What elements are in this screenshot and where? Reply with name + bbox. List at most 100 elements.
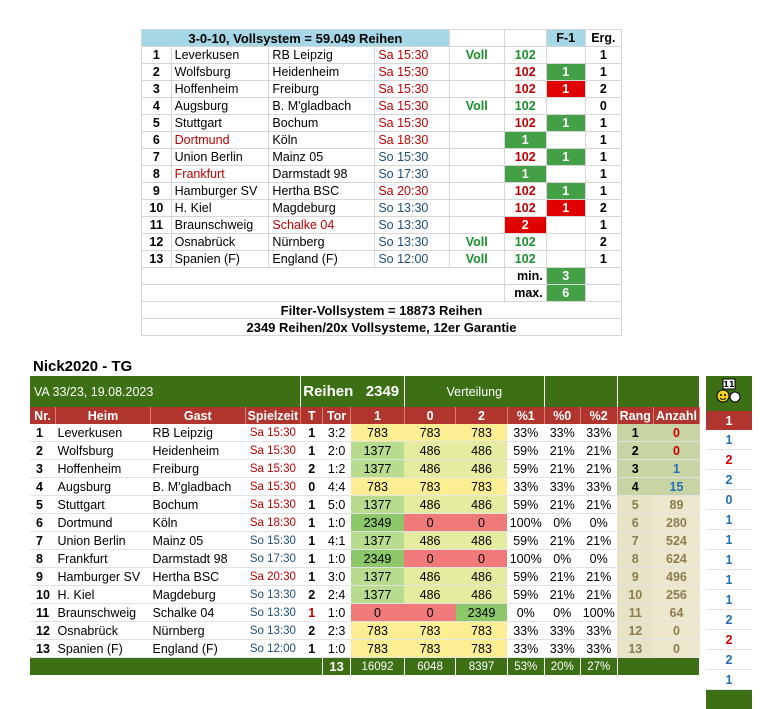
voll-marker (449, 166, 504, 183)
tip-value: 102 (504, 234, 546, 251)
row-number: 7 (30, 532, 56, 550)
rank: 1 (617, 424, 653, 442)
rank: 8 (617, 550, 653, 568)
min-row: min.3 (142, 268, 622, 285)
kickoff-time: Sa 15:30 (375, 115, 449, 132)
tip-value: 2 (504, 217, 546, 234)
header-pct-2: %2 (580, 407, 617, 424)
tip-value: 1 (504, 132, 546, 149)
header-tor: Tor (323, 407, 351, 424)
kickoff-time: So 13:30 (375, 217, 449, 234)
kickoff-time: Sa 15:30 (375, 81, 449, 98)
home-team: Osnabrück (171, 234, 269, 251)
rank: 12 (617, 622, 653, 640)
row-number: 11 (30, 604, 56, 622)
home-team: Frankfurt (171, 166, 269, 183)
voll-marker (449, 81, 504, 98)
distribution-v0: 486 (404, 532, 455, 550)
away-team: Magdeburg (269, 200, 375, 217)
kickoff-time: So 17:30 (245, 550, 301, 568)
voll-marker: Voll (449, 98, 504, 115)
side-tip: 2 (706, 610, 752, 630)
row-number: 4 (30, 478, 56, 496)
distribution-v1: 783 (351, 424, 405, 442)
distribution-v1: 783 (351, 478, 405, 496)
row-number: 13 (30, 640, 56, 658)
side-tip: 2 (706, 470, 752, 490)
kickoff-time: Sa 15:30 (245, 442, 301, 460)
rank: 2 (617, 442, 653, 460)
result-value: 1 (585, 64, 621, 81)
count: 89 (653, 496, 699, 514)
percent-p0: 0% (544, 550, 580, 568)
filter-system-text: Filter-Vollsystem = 18873 Reihen (142, 302, 622, 319)
tip-result: 2 (301, 586, 323, 604)
tip-value: 102 (504, 98, 546, 115)
row-number: 10 (142, 200, 172, 217)
row-number: 6 (142, 132, 172, 149)
row-number: 5 (30, 496, 56, 514)
rank: 13 (617, 640, 653, 658)
score: 1:0 (323, 514, 351, 532)
row-number: 11 (142, 217, 172, 234)
percent-p1: 59% (507, 586, 544, 604)
away-team: England (F) (269, 251, 375, 268)
away-team: Darmstadt 98 (269, 166, 375, 183)
header-gast: Gast (150, 407, 245, 424)
score: 1:0 (323, 640, 351, 658)
percent-p0: 21% (544, 442, 580, 460)
kickoff-time: So 12:00 (375, 251, 449, 268)
row-number: 6 (30, 514, 56, 532)
percent-p0: 33% (544, 478, 580, 496)
header-nr: Nr. (30, 407, 56, 424)
row-number: 12 (142, 234, 172, 251)
distribution-v2: 486 (456, 442, 508, 460)
tip-result: 1 (301, 496, 323, 514)
kickoff-time: Sa 20:30 (375, 183, 449, 200)
home-team: Frankfurt (56, 550, 151, 568)
header-pct-1: %1 (507, 407, 544, 424)
distribution-v2: 2349 (456, 604, 508, 622)
away-team: Köln (269, 132, 375, 149)
side-row: 1 (706, 510, 752, 530)
away-team: RB Leipzig (150, 424, 245, 442)
rank: 11 (617, 604, 653, 622)
away-team: Schalke 04 (150, 604, 245, 622)
percent-p1: 59% (507, 496, 544, 514)
side-row: 2 (706, 470, 752, 490)
distribution-v1: 0 (351, 604, 405, 622)
min-label: min. (504, 268, 546, 285)
away-team: England (F) (150, 640, 245, 658)
score: 1:0 (323, 604, 351, 622)
distribution-v1: 1377 (351, 586, 405, 604)
home-team: Hoffenheim (171, 81, 269, 98)
away-team: Heidenheim (150, 442, 245, 460)
rank: 9 (617, 568, 653, 586)
header-tipp: T (301, 407, 323, 424)
tip-result: 1 (301, 604, 323, 622)
header-pct-0: %0 (544, 407, 580, 424)
result-value: 2 (585, 200, 621, 217)
tip-result: 1 (301, 532, 323, 550)
kickoff-time: So 13:30 (375, 200, 449, 217)
home-team: Braunschweig (171, 217, 269, 234)
percent-p1: 0% (507, 604, 544, 622)
home-team: Hamburger SV (56, 568, 151, 586)
sum-blank (30, 658, 323, 676)
max-label: max. (504, 285, 546, 302)
kickoff-time: So 15:30 (375, 149, 449, 166)
rank: 5 (617, 496, 653, 514)
home-team: Stuttgart (56, 496, 151, 514)
voll-marker: Voll (449, 251, 504, 268)
home-team: Augsburg (171, 98, 269, 115)
voll-marker: Voll (449, 234, 504, 251)
sum-s1: 16092 (351, 658, 405, 676)
percent-p2: 21% (580, 532, 617, 550)
away-team: Hertha BSC (150, 568, 245, 586)
percent-p2: 21% (580, 586, 617, 604)
side-tip: 1 (706, 430, 752, 450)
percent-p2: 21% (580, 460, 617, 478)
